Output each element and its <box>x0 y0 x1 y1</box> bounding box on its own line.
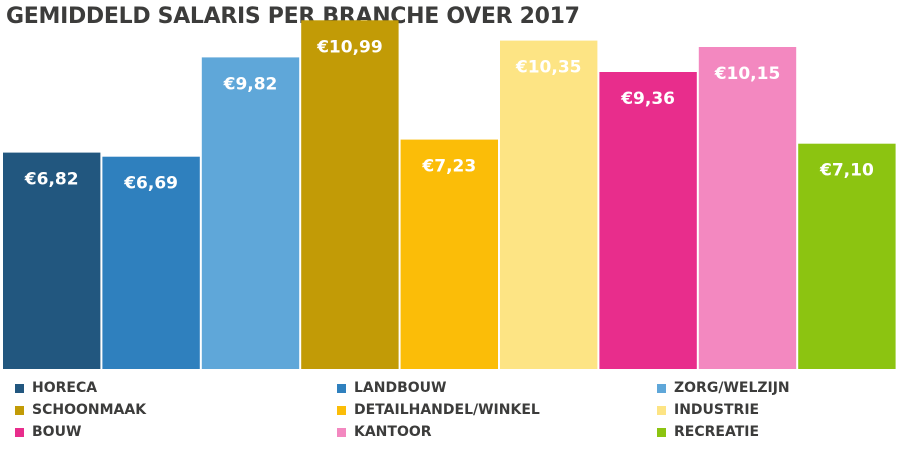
bar-value-label: €10,15 <box>714 64 781 84</box>
bar-value-label: €6,69 <box>123 174 178 194</box>
bar-detailhandel-winkel <box>400 139 498 369</box>
bar-value-label: €10,35 <box>515 58 582 78</box>
bar-value-label: €7,23 <box>421 157 476 177</box>
bar-value-label: €7,10 <box>819 161 874 181</box>
bar-recreatie <box>798 143 896 369</box>
bar-horeca <box>3 152 101 369</box>
bar-schoonmaak <box>301 20 399 370</box>
bar-bouw <box>599 72 697 369</box>
bar-landbouw <box>102 156 200 369</box>
chart-title: GEMIDDELD SALARIS PER BRANCHE OVER 2017 <box>6 4 580 29</box>
bar-industrie <box>500 40 598 369</box>
bar-value-label: €9,36 <box>620 89 675 109</box>
bar-value-label: €6,82 <box>24 170 79 190</box>
bar-zorg-welzijn <box>201 57 300 370</box>
bar-value-label: €10,99 <box>316 37 383 57</box>
bars-group <box>3 20 896 370</box>
bar-value-labels-group: €6,82 €6,69 €9,82 €10,99 €7,23 €10,35 €9,36 €10… <box>24 37 874 193</box>
bar-value-label: €9,82 <box>223 74 278 94</box>
bar-kantoor <box>698 47 797 369</box>
